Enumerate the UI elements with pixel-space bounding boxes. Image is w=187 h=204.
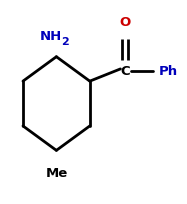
Text: Ph: Ph — [158, 65, 178, 78]
Text: 2: 2 — [61, 36, 69, 46]
Text: O: O — [119, 16, 131, 29]
Text: C: C — [120, 65, 130, 78]
Text: NH: NH — [40, 30, 62, 43]
Text: Me: Me — [45, 166, 68, 179]
